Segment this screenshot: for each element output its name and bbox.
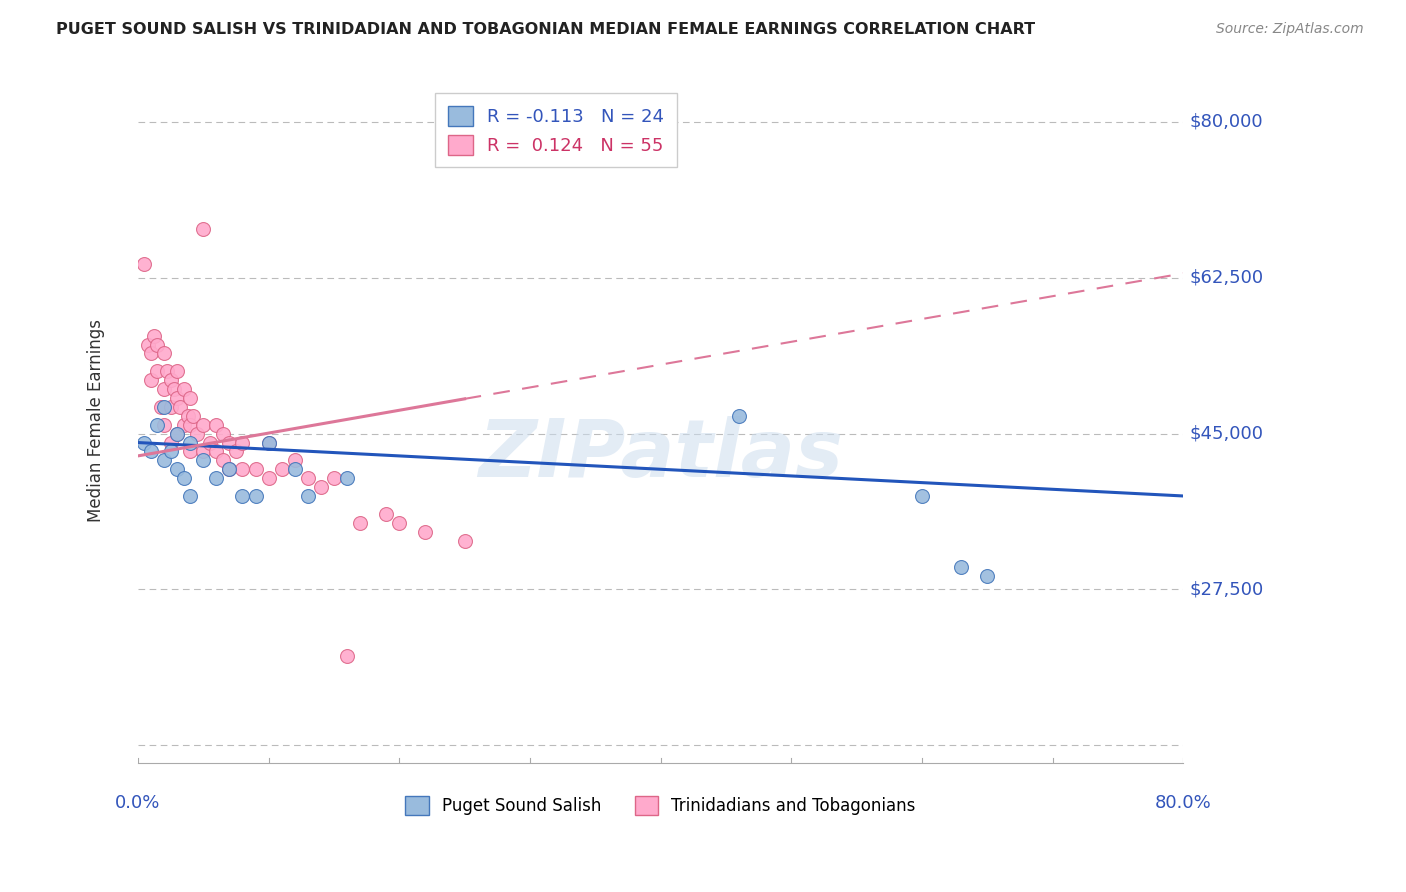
Point	[134, 435, 156, 450]
Point	[388, 516, 411, 530]
Point	[245, 462, 267, 476]
Point	[225, 444, 247, 458]
Point	[297, 489, 319, 503]
Point	[153, 400, 176, 414]
Point	[139, 373, 162, 387]
Point	[193, 222, 215, 236]
Point	[153, 382, 176, 396]
Point	[139, 444, 162, 458]
Point	[153, 417, 176, 432]
Text: 80.0%: 80.0%	[1154, 794, 1212, 813]
Text: PUGET SOUND SALISH VS TRINIDADIAN AND TOBAGONIAN MEDIAN FEMALE EARNINGS CORRELAT: PUGET SOUND SALISH VS TRINIDADIAN AND TO…	[56, 22, 1035, 37]
Point	[166, 391, 188, 405]
Point	[284, 462, 307, 476]
Text: Median Female Earnings: Median Female Earnings	[87, 318, 105, 522]
Point	[349, 516, 371, 530]
Point	[911, 489, 934, 503]
Text: $62,500: $62,500	[1189, 268, 1264, 287]
Point	[156, 364, 179, 378]
Point	[336, 471, 359, 485]
Legend: Puget Sound Salish, Trinidadians and Tobagonians: Puget Sound Salish, Trinidadians and Tob…	[396, 788, 924, 823]
Point	[375, 507, 398, 521]
Point	[169, 400, 191, 414]
Point	[159, 444, 181, 458]
Point	[193, 417, 215, 432]
Text: ZIPatlas: ZIPatlas	[478, 416, 844, 493]
Point	[322, 471, 344, 485]
Point	[179, 435, 201, 450]
Point	[134, 257, 156, 271]
Point	[728, 409, 751, 423]
Point	[257, 435, 280, 450]
Point	[231, 489, 253, 503]
Point	[270, 462, 292, 476]
Point	[257, 435, 280, 450]
Point	[297, 471, 319, 485]
Point	[218, 435, 240, 450]
Point	[950, 560, 973, 574]
Point	[211, 426, 233, 441]
Point	[153, 453, 176, 467]
Point	[146, 364, 169, 378]
Point	[163, 382, 186, 396]
Point	[205, 417, 228, 432]
Point	[150, 400, 173, 414]
Point	[186, 426, 208, 441]
Point	[198, 435, 221, 450]
Point	[257, 471, 280, 485]
Point	[218, 462, 240, 476]
Text: Source: ZipAtlas.com: Source: ZipAtlas.com	[1216, 22, 1364, 37]
Point	[179, 444, 201, 458]
Point	[415, 524, 437, 539]
Point	[976, 569, 998, 583]
Point	[181, 409, 204, 423]
Point	[231, 462, 253, 476]
Point	[179, 417, 201, 432]
Point	[176, 409, 198, 423]
Point	[146, 417, 169, 432]
Point	[138, 337, 160, 351]
Text: 0.0%: 0.0%	[115, 794, 160, 813]
Point	[218, 462, 240, 476]
Point	[284, 453, 307, 467]
Point	[205, 471, 228, 485]
Point	[173, 417, 195, 432]
Point	[231, 435, 253, 450]
Point	[153, 346, 176, 360]
Point	[309, 480, 332, 494]
Text: $27,500: $27,500	[1189, 581, 1264, 599]
Point	[453, 533, 475, 548]
Point	[211, 453, 233, 467]
Point	[173, 471, 195, 485]
Point	[159, 373, 181, 387]
Point	[193, 444, 215, 458]
Point	[166, 426, 188, 441]
Point	[159, 435, 181, 450]
Point	[159, 400, 181, 414]
Text: $45,000: $45,000	[1189, 425, 1264, 442]
Point	[166, 462, 188, 476]
Point	[166, 426, 188, 441]
Point	[139, 346, 162, 360]
Point	[146, 337, 169, 351]
Point	[179, 391, 201, 405]
Point	[179, 489, 201, 503]
Point	[336, 649, 359, 664]
Point	[173, 382, 195, 396]
Point	[166, 364, 188, 378]
Point	[245, 489, 267, 503]
Point	[142, 328, 165, 343]
Point	[205, 444, 228, 458]
Point	[193, 453, 215, 467]
Text: $80,000: $80,000	[1189, 113, 1264, 131]
